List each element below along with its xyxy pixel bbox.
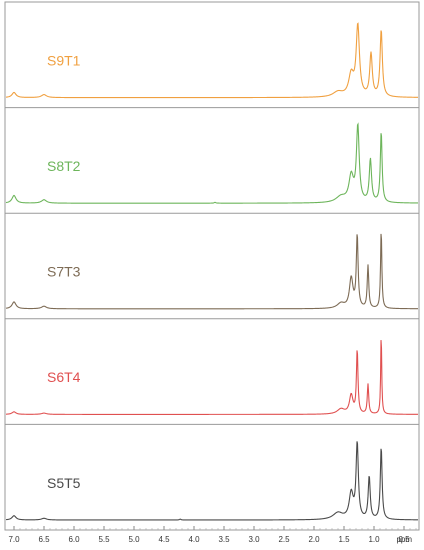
x-axis: 7.0 6.5 6.0 5.5 5.0 4.5 4.0 3.5 3.0 2.5 2.0 1.5 1.0 0… [8,526,417,544]
x-tick-label: 6.5 [38,535,50,544]
series-label-s8t2: S8T2 [47,158,81,174]
series-label-s9t1: S9T1 [47,52,81,68]
x-tick-label: 5.0 [128,535,140,544]
x-tick-label: 4.5 [158,535,170,544]
x-tick-label: 6.0 [68,535,80,544]
x-tick-label: 4.0 [188,535,200,544]
x-tick-label: 5.5 [98,535,110,544]
series-line-s5t5 [5,441,419,521]
x-tick-label: 2.5 [278,535,290,544]
series-line-s7t3 [5,233,418,310]
x-tick-label: 3.5 [218,535,230,544]
series-label-s7t3: S7T3 [47,264,81,280]
series-line-s8t2 [5,122,418,204]
series-line-s9t1 [5,22,418,99]
x-tick-label: 2.0 [308,535,320,544]
x-tick-label: 7.0 [8,535,20,544]
x-tick-label: 3.0 [248,535,260,544]
series-label-s5t5: S5T5 [47,475,81,491]
spectra-panels: S9T1 S8T2 S7T3 S6T4 S5T5 [5,22,419,521]
series-line-s6t4 [5,340,418,415]
x-tick-label: 0.5 [398,535,410,544]
x-tick-label: 1.5 [338,535,350,544]
x-tick-label: 1.0 [368,535,380,544]
plot-frame [4,1,420,531]
x-axis-label: ppm [396,535,412,544]
series-label-s6t4: S6T4 [47,369,81,385]
